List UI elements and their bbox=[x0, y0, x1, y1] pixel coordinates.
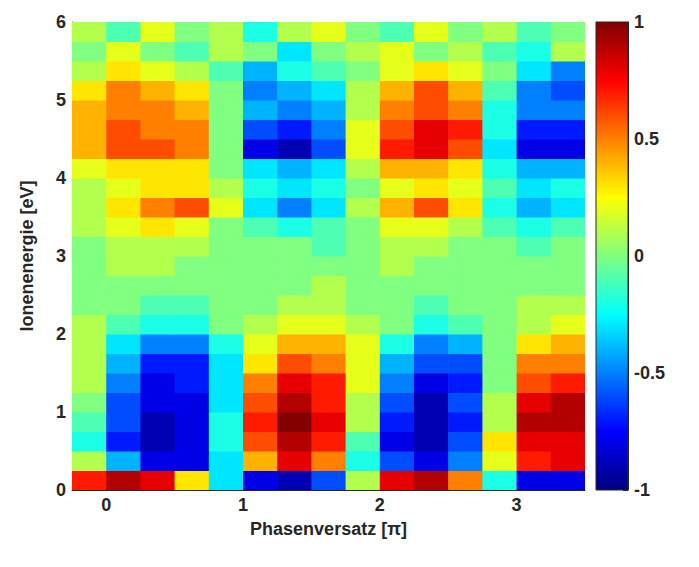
svg-text:Phasenversatz [π]: Phasenversatz [π] bbox=[250, 519, 407, 539]
svg-text:6: 6 bbox=[56, 12, 66, 32]
svg-text:5: 5 bbox=[56, 90, 66, 110]
svg-text:Ionenenergie [eV]: Ionenenergie [eV] bbox=[17, 180, 37, 331]
svg-text:0: 0 bbox=[56, 480, 66, 500]
svg-text:0: 0 bbox=[101, 495, 111, 515]
svg-text:3: 3 bbox=[512, 495, 522, 515]
svg-text:1: 1 bbox=[634, 12, 644, 32]
svg-text:1: 1 bbox=[56, 402, 66, 422]
svg-text:1: 1 bbox=[238, 495, 248, 515]
svg-text:4: 4 bbox=[56, 168, 66, 188]
svg-text:3: 3 bbox=[56, 246, 66, 266]
svg-text:2: 2 bbox=[375, 495, 385, 515]
svg-text:-0.5: -0.5 bbox=[634, 363, 665, 383]
svg-text:0.5: 0.5 bbox=[634, 129, 659, 149]
svg-text:-1: -1 bbox=[634, 480, 650, 500]
svg-text:2: 2 bbox=[56, 324, 66, 344]
svg-text:0: 0 bbox=[634, 246, 644, 266]
